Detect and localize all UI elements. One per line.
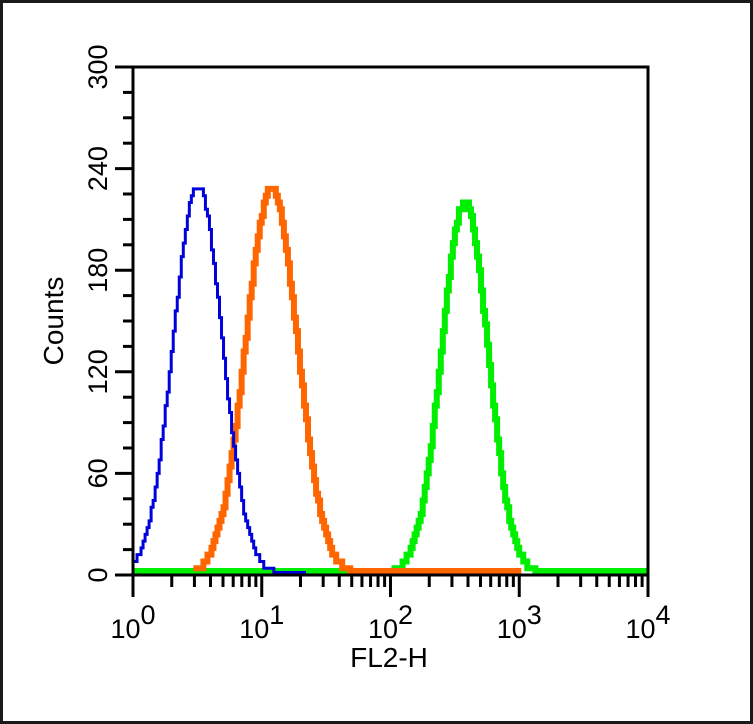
x-tick-label: 102: [368, 600, 413, 644]
histogram-blue: [133, 187, 307, 574]
y-tick-label: 180: [83, 248, 113, 293]
y-tick-label: 240: [83, 146, 113, 191]
x-axis-title: FL2-H: [350, 642, 428, 673]
y-tick-label: 0: [83, 567, 113, 582]
histogram-green: [133, 199, 648, 574]
axes: [131, 65, 650, 577]
y-axis-ticks: 0 60 120 180 240 300: [83, 44, 133, 583]
y-tick-label: 120: [83, 349, 113, 394]
histogram-orange: [193, 185, 522, 574]
plot-area-border: [131, 65, 650, 577]
x-tick-label: 101: [239, 600, 284, 644]
x-tick-label: 100: [110, 600, 155, 644]
x-axis-ticks: 100 101 102 103 104: [110, 575, 671, 644]
x-tick-label: 104: [625, 600, 670, 644]
y-tick-label: 60: [83, 458, 113, 488]
histogram-curves: [133, 185, 648, 574]
y-tick-label: 300: [83, 44, 113, 89]
x-tick-label: 103: [497, 600, 542, 644]
y-axis-title: Counts: [38, 277, 69, 366]
